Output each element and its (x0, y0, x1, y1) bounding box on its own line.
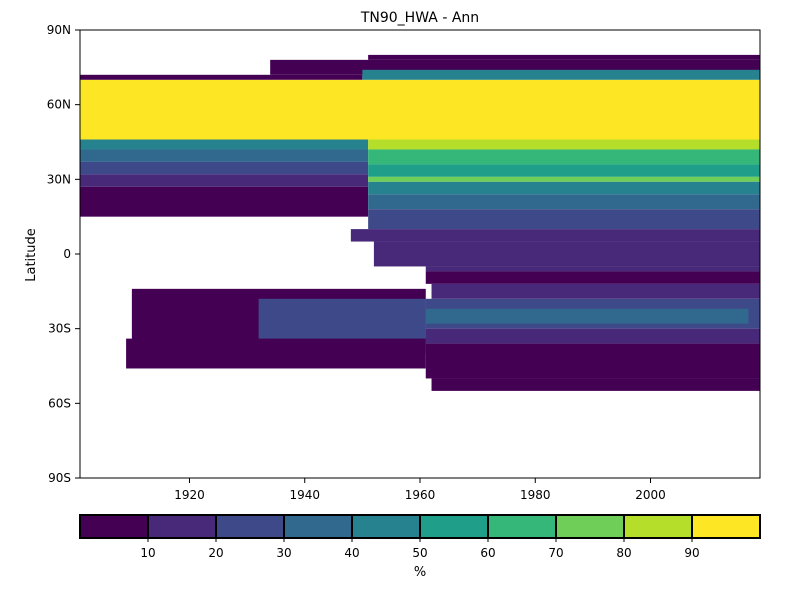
colorbar-swatch (623, 514, 693, 539)
colorbar-swatch (215, 514, 285, 539)
colorbar-tick-label: 40 (344, 546, 359, 560)
heatmap-cell-21 (431, 283, 760, 299)
heatmap-cell-11 (368, 149, 760, 165)
colorbar-tick-label: 50 (412, 546, 427, 560)
y-tick-label: 30S (48, 322, 71, 336)
colorbar-swatch (487, 514, 557, 539)
colorbar-tick-label: 70 (548, 546, 563, 560)
colorbar-swatch (555, 514, 625, 539)
heatmap-cell-12 (368, 164, 760, 177)
heatmap-cell-23 (258, 298, 426, 342)
colorbar-swatch (691, 514, 761, 539)
heatmap-cell-16 (368, 209, 760, 230)
colorbar-tick-label: 80 (616, 546, 631, 560)
x-tick-label: 1940 (289, 488, 320, 502)
colorbar-swatch (283, 514, 353, 539)
x-tick-label: 1920 (174, 488, 205, 502)
heatmap-cell-15 (368, 194, 760, 210)
heatmap-cell-25 (425, 308, 749, 324)
colorbar: 10 20 30 40 50 60 70 80 90 (79, 514, 761, 560)
heatmap-cell-8 (80, 174, 369, 187)
y-tick-label: 60N (47, 98, 71, 112)
heatmap-cell-20 (425, 271, 760, 284)
heatmap-cell-0 (80, 79, 760, 140)
y-axis: 90N 60N 30N 0 30S 60S 90S (47, 23, 80, 485)
heatmap-cell-10 (368, 139, 760, 150)
heatmap-cell-13 (368, 176, 760, 182)
x-axis: 1920 1940 1960 1980 2000 (174, 478, 666, 502)
y-tick-label: 90S (48, 471, 71, 485)
colorbar-tick-label: 30 (276, 546, 291, 560)
colorbar-tick-label: 60 (480, 546, 495, 560)
heatmap-cell-6 (80, 149, 369, 162)
y-tick-label: 0 (63, 247, 71, 261)
heatmap-cell-3 (368, 54, 760, 60)
heatmap-cell-27 (425, 343, 760, 379)
heatmap-cell-1 (80, 74, 363, 80)
colorbar-swatch (79, 514, 149, 539)
heatmap-cell-26 (425, 328, 760, 344)
colorbar-tick-label: 90 (684, 546, 699, 560)
heatmap-cell-29 (126, 338, 426, 369)
colorbar-swatch (147, 514, 217, 539)
heatmap-cell-18 (373, 241, 760, 267)
x-tick-label: 1960 (405, 488, 436, 502)
heatmap-cell-19 (425, 266, 760, 272)
heatmap-cell-9 (80, 186, 369, 217)
heatmap-cells (80, 54, 760, 391)
colorbar-swatch (419, 514, 489, 539)
plot-area (79, 29, 761, 479)
heatmap-cell-4 (362, 69, 760, 80)
colorbar-tick-label: 10 (140, 546, 155, 560)
colorbar-tick-label: 20 (208, 546, 223, 560)
heatmap-cell-28 (431, 378, 760, 391)
y-tick-label: 90N (47, 23, 71, 37)
heatmap-cell-5 (80, 139, 369, 150)
x-tick-label: 2000 (635, 488, 666, 502)
colorbar-swatch (351, 514, 421, 539)
chart-title: TN90_HWA - Ann (360, 10, 479, 26)
heatmap-cell-14 (368, 181, 760, 195)
y-tick-label: 60S (48, 396, 71, 410)
y-tick-label: 30N (47, 172, 71, 186)
y-axis-label: Latitude (24, 228, 39, 282)
heatmap-cell-17 (350, 229, 760, 242)
heatmap-cell-7 (80, 161, 369, 175)
colorbar-label: % (414, 565, 426, 580)
x-tick-label: 1980 (520, 488, 551, 502)
